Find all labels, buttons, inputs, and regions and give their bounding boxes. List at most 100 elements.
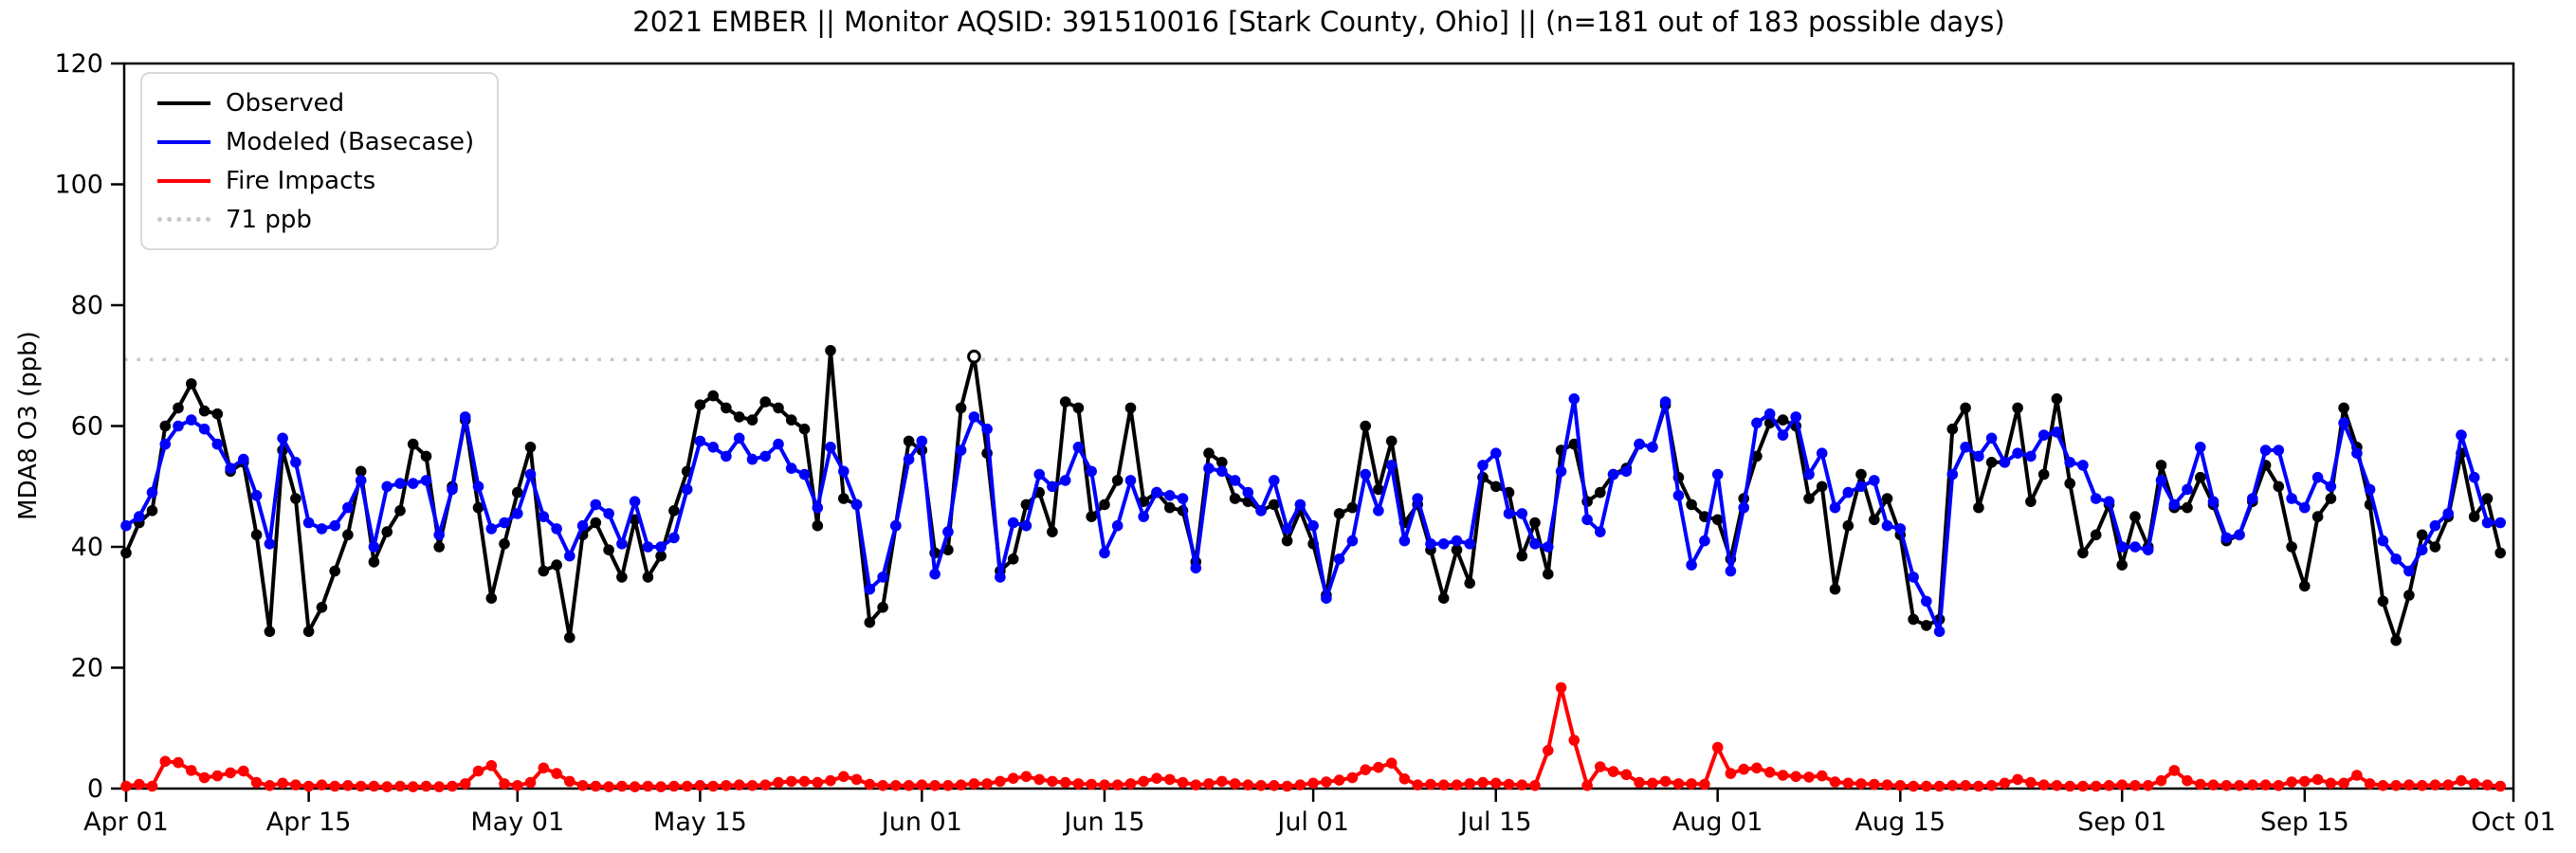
data-point — [903, 453, 915, 465]
data-point — [1620, 465, 1633, 478]
data-point — [812, 501, 824, 514]
data-point — [759, 779, 771, 790]
data-point — [485, 523, 498, 535]
data-point — [1842, 777, 1854, 789]
data-point — [512, 780, 523, 791]
data-point — [146, 780, 158, 792]
data-point — [2064, 457, 2075, 468]
legend-swatch-observed — [157, 100, 210, 105]
data-point — [838, 771, 850, 783]
data-point — [1281, 535, 1293, 547]
series-modeled-basecase- — [120, 393, 2506, 638]
data-point — [1072, 778, 1085, 789]
data-point — [1490, 481, 1502, 493]
series-observed — [120, 345, 2506, 646]
data-point — [1425, 778, 1436, 790]
data-point — [1869, 514, 1880, 526]
data-point — [707, 390, 719, 402]
data-point — [2390, 635, 2402, 646]
data-point — [433, 781, 446, 792]
data-point — [903, 435, 915, 447]
data-point — [290, 493, 301, 504]
data-point — [812, 776, 824, 789]
x-tick-label: Jul 01 — [1275, 808, 1349, 837]
data-point — [211, 438, 224, 450]
data-point — [681, 483, 693, 496]
data-point — [2325, 777, 2337, 789]
y-axis: 0 20 40 60 80 100 120 — [54, 49, 124, 804]
data-point — [447, 483, 458, 496]
data-point — [407, 781, 419, 792]
data-point — [2311, 773, 2324, 786]
data-point — [1738, 763, 1749, 775]
legend-item-fire: Fire Impacts — [157, 161, 474, 200]
data-point — [655, 781, 667, 792]
data-point — [1973, 450, 1984, 463]
data-point — [1398, 535, 1411, 547]
data-point — [1086, 511, 1097, 522]
data-point — [707, 442, 719, 453]
data-point — [198, 771, 210, 784]
data-point — [2155, 475, 2167, 486]
data-point — [890, 780, 902, 791]
data-point — [2494, 547, 2506, 559]
data-point — [1607, 468, 1619, 481]
data-point — [1229, 475, 1241, 486]
y-tick-label: 120 — [54, 49, 103, 79]
data-point — [2012, 773, 2023, 786]
data-point — [1138, 775, 1149, 788]
data-point — [2025, 776, 2037, 789]
data-point — [2025, 496, 2037, 507]
data-point — [394, 478, 406, 489]
data-point — [1099, 779, 1110, 790]
data-point — [355, 780, 367, 792]
legend-label: Modeled (Basecase) — [226, 127, 475, 156]
data-point — [1738, 501, 1749, 514]
data-point — [146, 486, 158, 499]
data-point — [499, 538, 510, 550]
data-point — [1177, 776, 1189, 789]
data-point — [668, 532, 680, 544]
data-point — [159, 755, 172, 768]
data-point — [850, 499, 863, 511]
data-point — [785, 775, 797, 788]
data-point — [1151, 486, 1162, 499]
data-point — [603, 544, 614, 555]
data-point — [2494, 517, 2506, 529]
data-point — [1921, 780, 1932, 792]
data-point — [916, 435, 928, 447]
data-point — [1973, 780, 1984, 792]
data-point — [1894, 523, 1907, 535]
data-point — [1464, 538, 1475, 550]
data-point — [2129, 511, 2141, 522]
data-point — [2168, 765, 2181, 776]
data-point — [2364, 778, 2376, 789]
data-point — [773, 776, 784, 789]
series-fire-impacts — [120, 681, 2506, 792]
data-point — [955, 402, 967, 414]
data-point — [277, 777, 288, 789]
data-point — [2311, 471, 2324, 483]
legend-item-observed: Observed — [157, 83, 474, 122]
data-point — [1699, 535, 1710, 547]
data-point — [159, 420, 172, 432]
legend-swatch-threshold — [157, 217, 210, 222]
data-point — [1881, 519, 1893, 532]
data-point — [2168, 499, 2181, 511]
data-point — [981, 778, 993, 789]
data-point — [1190, 779, 1202, 790]
data-point — [721, 402, 732, 414]
data-point — [134, 778, 145, 790]
data-point — [2129, 780, 2141, 791]
data-point — [1607, 766, 1619, 777]
data-point — [733, 432, 745, 445]
data-point — [1007, 517, 1019, 529]
data-point — [198, 405, 210, 417]
data-point — [355, 465, 367, 478]
data-point — [1763, 408, 1776, 420]
data-point — [2338, 417, 2349, 429]
data-point — [173, 756, 184, 769]
data-point — [355, 475, 367, 486]
data-point — [1672, 778, 1685, 789]
data-point — [1229, 493, 1241, 504]
